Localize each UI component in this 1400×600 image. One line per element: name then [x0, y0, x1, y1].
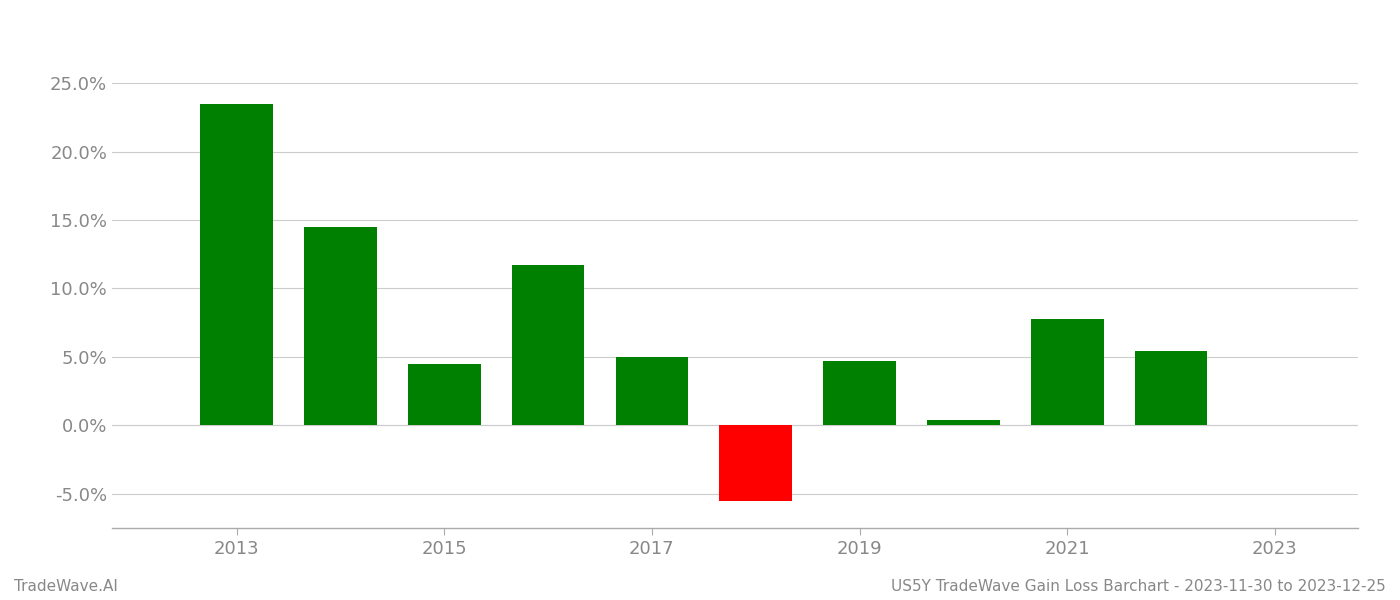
Bar	[823, 361, 896, 425]
Bar	[1030, 319, 1103, 425]
Text: US5Y TradeWave Gain Loss Barchart - 2023-11-30 to 2023-12-25: US5Y TradeWave Gain Loss Barchart - 2023…	[892, 579, 1386, 594]
Text: TradeWave.AI: TradeWave.AI	[14, 579, 118, 594]
Bar	[407, 364, 480, 425]
Bar	[200, 104, 273, 425]
Bar	[512, 265, 584, 425]
Bar	[1135, 352, 1207, 425]
Bar	[616, 357, 689, 425]
Bar	[927, 420, 1000, 425]
Bar	[720, 425, 792, 500]
Bar	[304, 227, 377, 425]
